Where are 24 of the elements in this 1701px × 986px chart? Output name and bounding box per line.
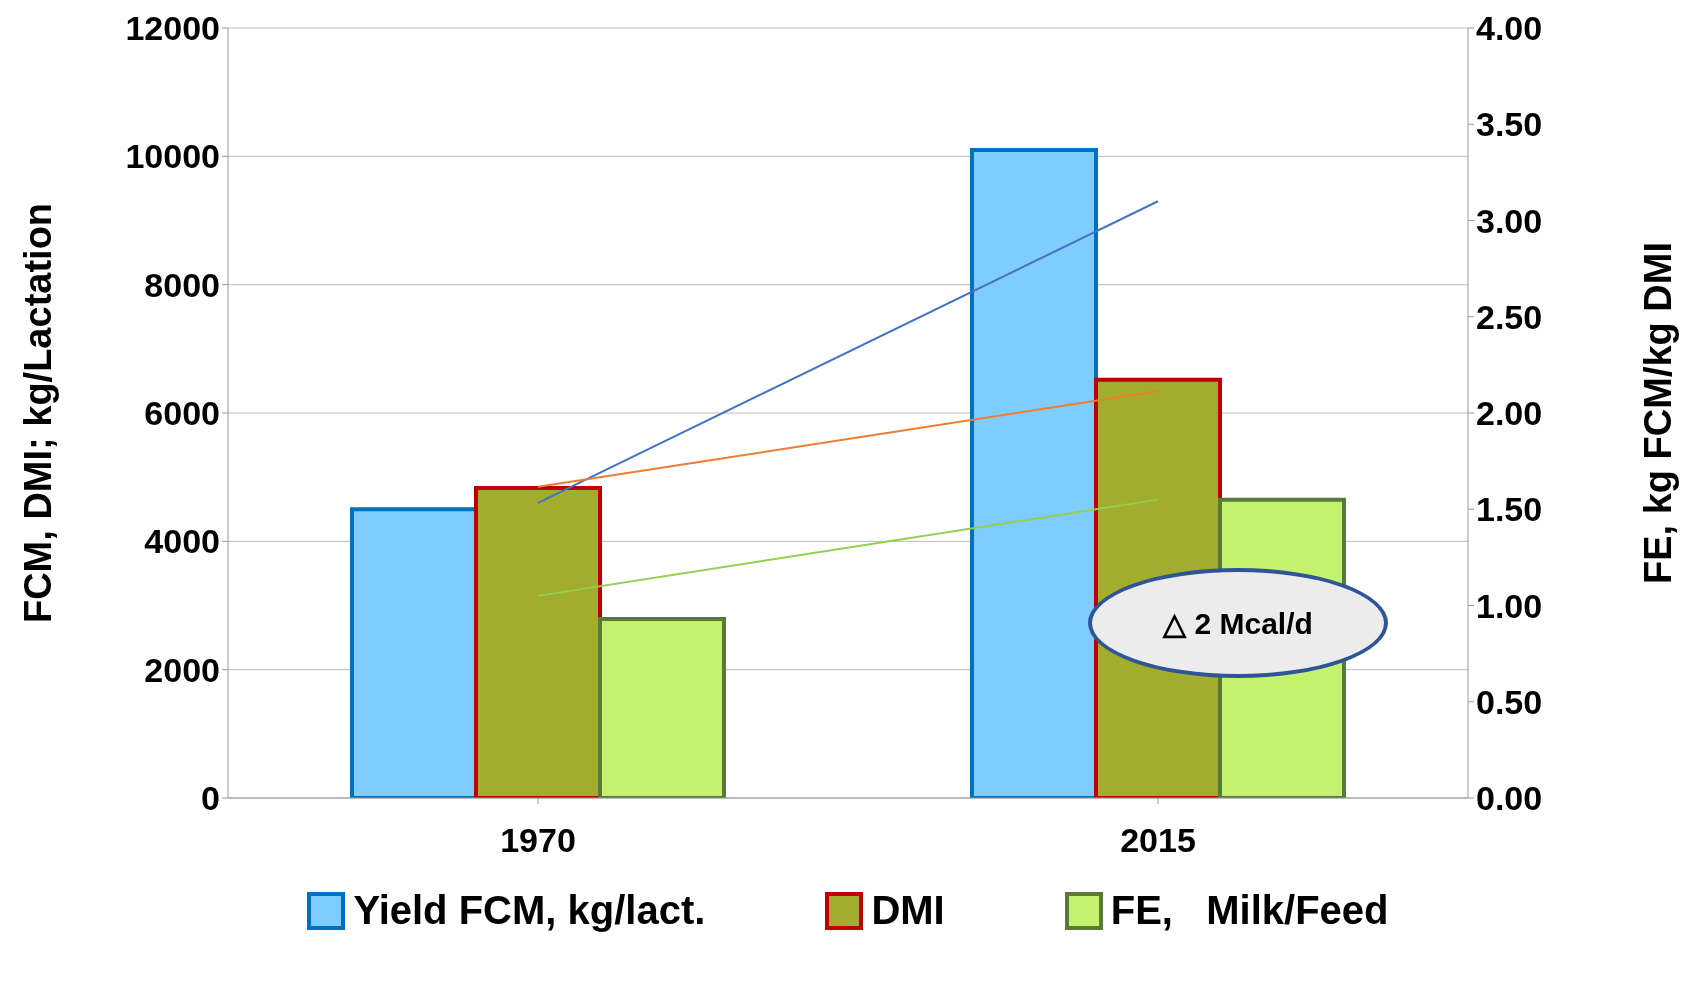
y2-tick-label: 2.00 bbox=[1476, 394, 1543, 433]
y2-tick-label: 3.00 bbox=[1476, 201, 1543, 240]
x-tick-label: 2015 bbox=[1120, 821, 1196, 860]
y-tick-label: 4000 bbox=[144, 522, 220, 561]
y-tick-label: 6000 bbox=[144, 394, 220, 433]
y2-tick-label: 4.00 bbox=[1476, 9, 1543, 48]
legend-label: Yield FCM, kg/lact. bbox=[353, 888, 706, 933]
y-tick-label: 2000 bbox=[144, 650, 220, 689]
y-tick-label: 8000 bbox=[144, 265, 220, 304]
y2-tick-label: 0.00 bbox=[1476, 779, 1543, 818]
y-tick-label: 12000 bbox=[125, 9, 220, 48]
legend-label: FE, Milk/Feed bbox=[1110, 888, 1389, 933]
y-axis-title: FCM, DMI; kg/Lactation bbox=[17, 202, 60, 624]
y-tick-label: 0 bbox=[201, 779, 220, 818]
y2-tick-label: 0.50 bbox=[1476, 682, 1543, 721]
y-tick-label: 10000 bbox=[125, 137, 220, 176]
y2-tick-label: 2.50 bbox=[1476, 297, 1543, 336]
y2-tick-label: 3.50 bbox=[1476, 105, 1543, 144]
annotation: △ 2 Mcal/d bbox=[1163, 605, 1313, 641]
y2-tick-label: 1.00 bbox=[1476, 586, 1543, 625]
x-tick-label: 1970 bbox=[500, 821, 576, 860]
y2-axis-title: FE, kg FCM/kg DMI bbox=[1637, 242, 1680, 584]
y2-tick-label: 1.50 bbox=[1476, 490, 1543, 529]
legend-label: DMI bbox=[871, 888, 945, 933]
